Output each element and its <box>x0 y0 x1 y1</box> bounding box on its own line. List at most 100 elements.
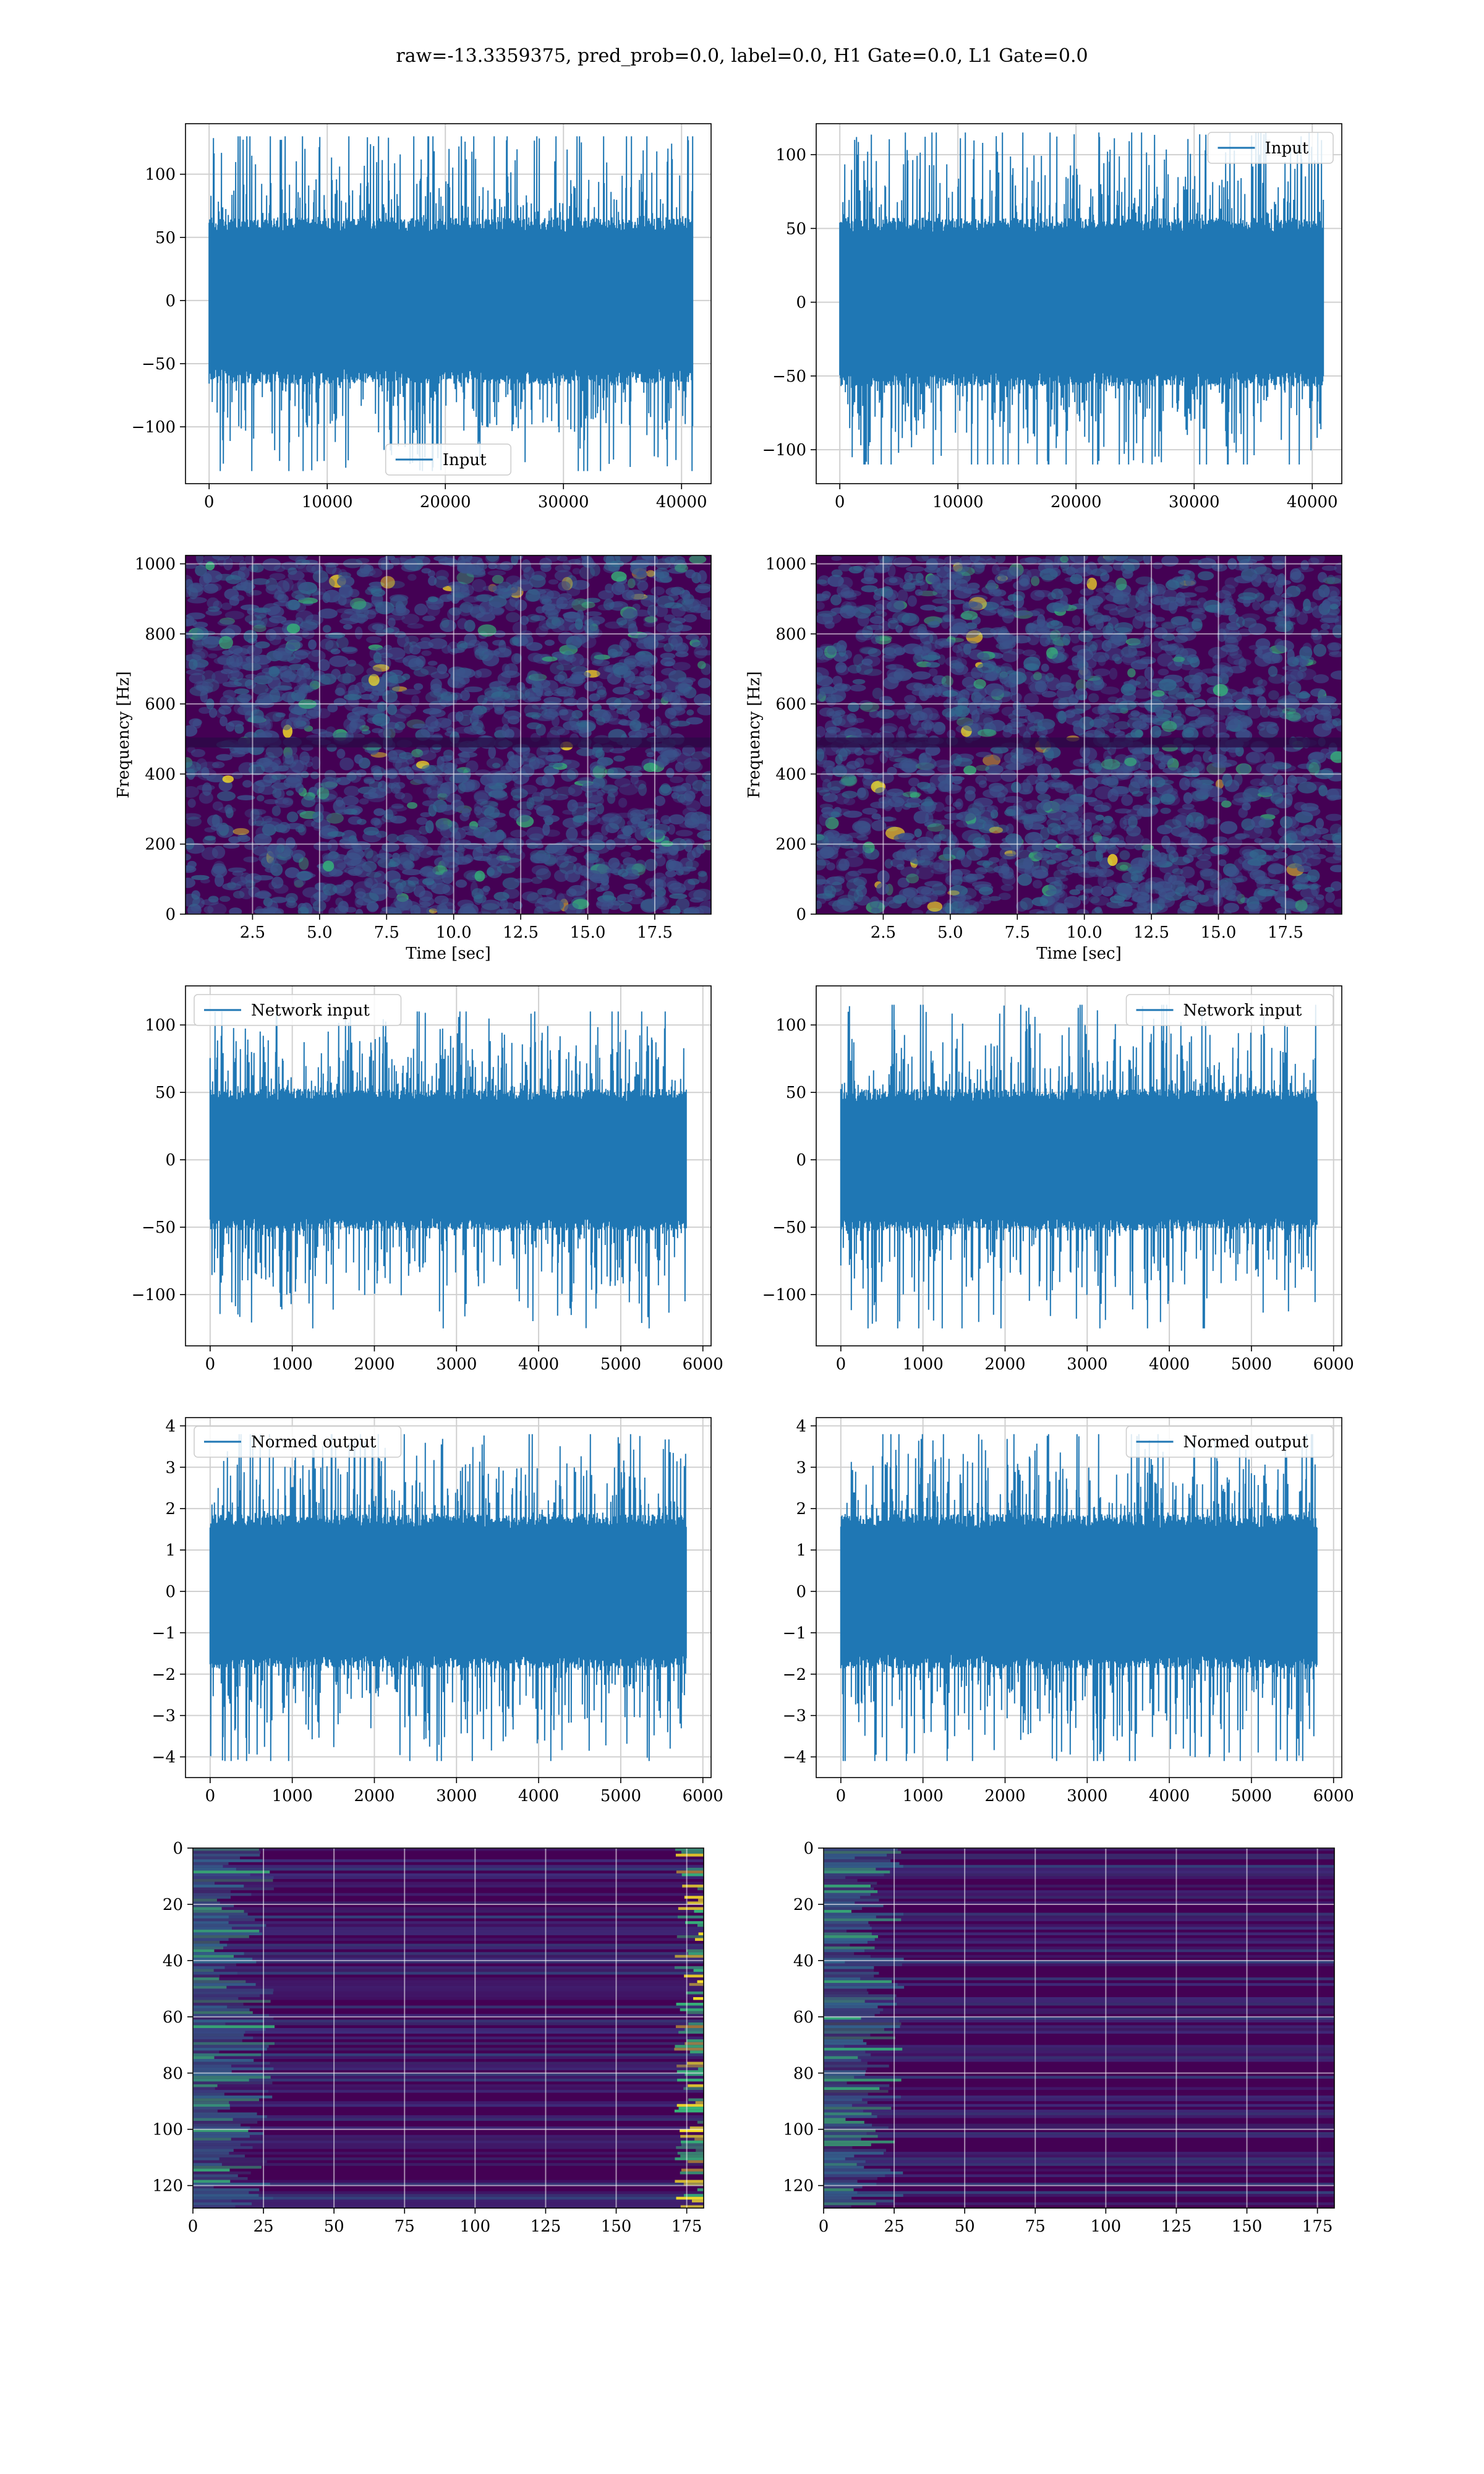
x-tick-label: 30000 <box>538 493 589 511</box>
input-left-panel: 0 10000 20000 30000 40000 −100 −50 0 50 100 Input <box>132 123 712 511</box>
y-tick-label: 20 <box>793 1896 814 1914</box>
x-tick-label: 2000 <box>984 1355 1025 1374</box>
y-tick-label: 2 <box>165 1500 176 1518</box>
x-tick-label: 25 <box>254 2217 274 2236</box>
x-tick-label: 20000 <box>420 493 471 511</box>
y-tick-label: 0 <box>165 292 176 310</box>
series-line <box>840 1004 1318 1329</box>
y-tick-label: 40 <box>163 1952 183 1971</box>
axes-frame <box>192 1847 704 2209</box>
series-line <box>840 1434 1318 1761</box>
y-tick-label: 4 <box>796 1417 806 1436</box>
x-tick-label: 4000 <box>1149 1787 1190 1805</box>
x-tick-label: 4000 <box>518 1355 559 1374</box>
x-tick-label: 0 <box>836 1787 846 1805</box>
legend-label: Input <box>443 451 487 469</box>
x-tick-label: 75 <box>394 2217 415 2236</box>
x-tick-label: 5.0 <box>307 923 332 942</box>
y-tick-label: 0 <box>165 1583 176 1601</box>
y-tick-label: 1000 <box>765 555 806 574</box>
x-tick-label: 2000 <box>984 1787 1025 1805</box>
y-tick-label: 100 <box>145 1016 176 1035</box>
y-tick-label: 0 <box>165 1151 176 1170</box>
y-tick-label: 0 <box>173 1839 183 1858</box>
x-tick-label: 10000 <box>932 493 984 511</box>
x-tick-label: 4000 <box>1149 1355 1190 1374</box>
x-tick-label: 175 <box>1302 2217 1333 2236</box>
y-tick-label: −100 <box>132 418 176 437</box>
axes-frame <box>816 1417 1342 1778</box>
y-tick-label: −100 <box>132 1286 176 1304</box>
legend: Normed output <box>1125 1426 1334 1458</box>
x-tick-label: 0 <box>204 493 215 511</box>
x-tick-label: 2000 <box>354 1355 394 1374</box>
y-tick-label: 120 <box>783 2177 814 2196</box>
x-tick-label: 0 <box>835 493 845 511</box>
x-tick-label: 40000 <box>1287 493 1338 511</box>
heatmap-image <box>193 1848 704 2208</box>
axes-frame <box>185 123 712 484</box>
y-tick-label: 4 <box>165 1417 176 1436</box>
y-tick-label: −50 <box>142 355 176 374</box>
x-tick-label: 0 <box>205 1355 216 1374</box>
x-tick-label: 7.5 <box>1005 923 1030 942</box>
y-tick-label: 60 <box>793 2008 814 2027</box>
x-tick-label: 5000 <box>600 1355 641 1374</box>
y-tick-label: 50 <box>155 229 176 247</box>
heatmap-image <box>824 1848 1334 2208</box>
axes-frame <box>823 1847 1335 2209</box>
x-tick-label: 10.0 <box>1067 923 1102 942</box>
x-tick-label: 2.5 <box>240 923 265 942</box>
spectrogram-left-panel: 2.5 5.0 7.5 10.0 12.5 15.0 17.5 0 200 400 600 800 10… <box>114 555 712 963</box>
x-tick-label: 10000 <box>302 493 353 511</box>
y-tick-label: 2 <box>796 1500 806 1518</box>
y-tick-label: 0 <box>796 905 806 924</box>
x-tick-label: 0 <box>205 1787 216 1805</box>
figure-suptitle: raw=-13.3359375, pred_prob=0.0, label=0.… <box>396 45 1088 67</box>
x-tick-label: 150 <box>601 2217 632 2236</box>
legend-label: Normed output <box>1183 1433 1309 1452</box>
x-tick-label: 30000 <box>1169 493 1220 511</box>
x-tick-label: 4000 <box>518 1787 559 1805</box>
y-tick-label: 20 <box>163 1896 183 1914</box>
x-tick-label: 5000 <box>1231 1787 1272 1805</box>
y-tick-label: −4 <box>152 1748 176 1767</box>
y-tick-label: 50 <box>786 220 806 238</box>
y-tick-label: 100 <box>145 166 176 184</box>
y-tick-label: 200 <box>775 836 806 854</box>
feature-map-right-panel: 0 25 50 75 100 125 150 175 0 20 40 60 80 100 120 <box>783 1839 1335 2236</box>
normed-output-left-panel: 0 1000 2000 3000 4000 5000 6000 −4 −3 −2 −1 0 1 2 3 4 No… <box>152 1417 723 1805</box>
y-tick-label: 80 <box>793 2065 814 2083</box>
legend: Network input <box>194 994 402 1026</box>
y-axis-label: Frequency [Hz] <box>745 671 764 798</box>
grid <box>186 555 711 915</box>
x-tick-label: 25 <box>884 2217 905 2236</box>
x-axis-label: Time [sec] <box>406 944 491 963</box>
x-axis-label: Time [sec] <box>1036 944 1122 963</box>
y-axis-label: Frequency [Hz] <box>114 671 133 798</box>
x-tick-label: 15.0 <box>1201 923 1237 942</box>
x-tick-label: 6000 <box>1313 1355 1354 1374</box>
x-tick-label: 150 <box>1232 2217 1263 2236</box>
series-line <box>208 136 694 471</box>
y-tick-label: 600 <box>145 695 176 714</box>
y-tick-label: 0 <box>803 1839 814 1858</box>
x-tick-label: 3000 <box>1067 1355 1107 1374</box>
y-tick-label: 0 <box>796 294 806 312</box>
y-tick-label: −1 <box>152 1624 176 1643</box>
y-tick-label: 200 <box>145 836 176 854</box>
x-tick-label: 10.0 <box>436 923 472 942</box>
y-tick-label: −50 <box>772 1218 806 1237</box>
y-tick-label: 600 <box>775 695 806 714</box>
x-tick-label: 3000 <box>1067 1787 1107 1805</box>
network-input-right-panel: 0 1000 2000 3000 4000 5000 6000 −100 −50 0 50 100 Ne… <box>762 985 1354 1374</box>
x-tick-label: 2000 <box>354 1787 394 1805</box>
x-tick-label: 7.5 <box>374 923 399 942</box>
legend-label: Network input <box>1183 1001 1302 1020</box>
legend-label: Input <box>1265 139 1309 158</box>
series-line <box>209 1011 687 1329</box>
x-tick-label: 12.5 <box>1133 923 1169 942</box>
x-tick-label: 0 <box>819 2217 829 2236</box>
y-tick-label: −4 <box>783 1748 806 1767</box>
y-tick-label: 100 <box>783 2121 814 2139</box>
